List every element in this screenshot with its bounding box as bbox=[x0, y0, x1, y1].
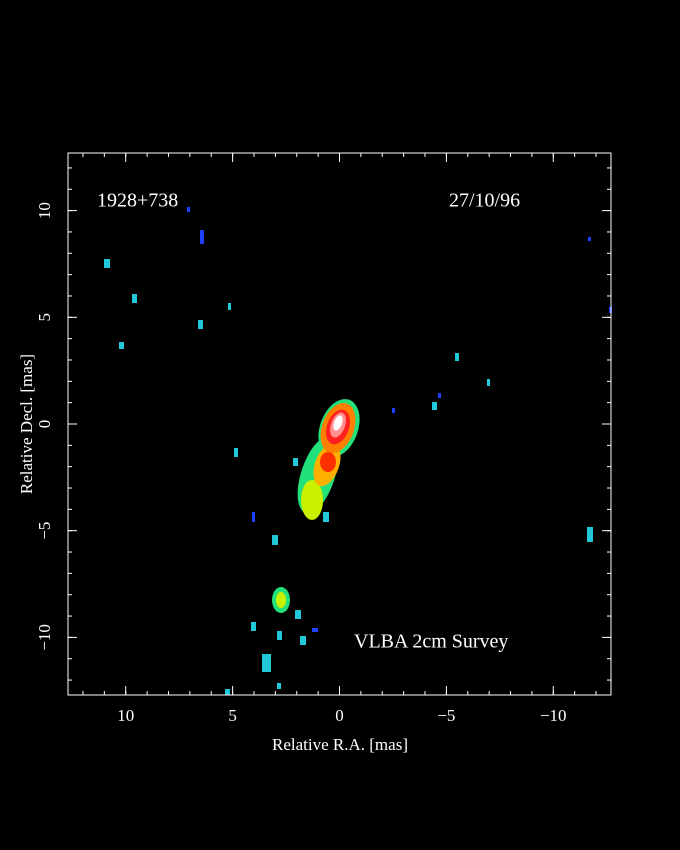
x-tick-label: −10 bbox=[540, 706, 567, 725]
x-tick-label: 0 bbox=[335, 706, 344, 725]
x-tick-label: 10 bbox=[117, 706, 134, 725]
source-label: 1928+738 bbox=[97, 190, 178, 212]
date-label: 27/10/96 bbox=[449, 190, 520, 212]
y-tick-label: −10 bbox=[35, 624, 54, 651]
y-tick-label: 10 bbox=[35, 202, 54, 219]
x-axis-label: Relative R.A. [mas] bbox=[272, 735, 408, 754]
x-tick-label: 5 bbox=[228, 706, 237, 725]
x-tick-label: −5 bbox=[437, 706, 455, 725]
radio-image bbox=[104, 207, 612, 695]
y-tick-label: −5 bbox=[35, 522, 54, 540]
y-tick-label: 5 bbox=[35, 313, 54, 322]
survey-label: VLBA 2cm Survey bbox=[354, 631, 508, 653]
y-tick-label: 0 bbox=[35, 420, 54, 429]
y-axis-label: Relative Decl. [mas] bbox=[17, 354, 36, 494]
